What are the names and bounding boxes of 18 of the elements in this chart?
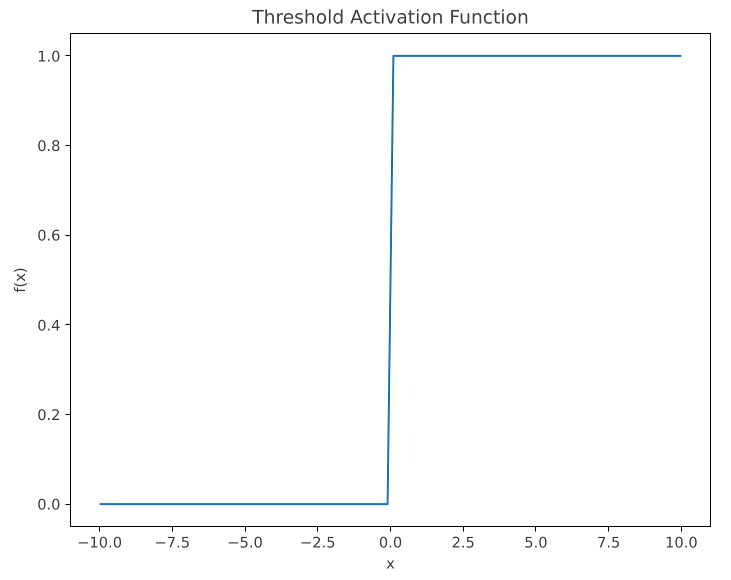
y-tick-label: 0.6 (37, 228, 61, 245)
x-tick-label: 7.5 (597, 534, 620, 552)
y-axis-title: f(x) (12, 267, 30, 293)
y-tick-label: 0.4 (37, 317, 61, 334)
x-tick-label: 5.0 (524, 534, 548, 552)
x-tick-label: −2.5 (300, 534, 336, 552)
y-tick-label: 0.8 (37, 138, 61, 156)
x-tick-label: 0.0 (378, 534, 402, 552)
x-tick-label: 10.0 (665, 534, 698, 552)
y-tick-label: 0.2 (37, 406, 61, 424)
x-tick-label: −10.0 (77, 534, 122, 552)
y-tick-label: 0.0 (37, 496, 61, 514)
y-tick-label: 1.0 (37, 48, 61, 66)
x-axis-title: x (386, 556, 396, 572)
x-tick-label: −7.5 (154, 534, 190, 552)
x-tick-label: 2.5 (452, 534, 475, 552)
chart-title: Threshold Activation Function (251, 8, 529, 28)
x-tick-label: −5.0 (227, 534, 263, 552)
